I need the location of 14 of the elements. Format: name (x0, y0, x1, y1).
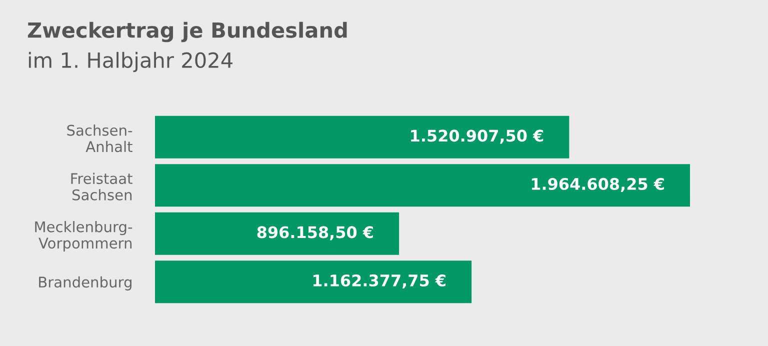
y-tick-label: Brandenburg (39, 276, 132, 290)
chart-subtitle: im 1. Halbjahr 2024 (28, 52, 232, 72)
y-tick-label: Sachsen- Anhalt (67, 124, 132, 152)
data-label: 1.162.377,75 € (313, 274, 446, 289)
data-label: 1.964.608,25 € (532, 178, 664, 192)
bar (155, 260, 472, 304)
data-label: 1.520.907,50 € (411, 130, 544, 144)
bar (155, 164, 690, 207)
y-tick-label: Mecklenburg- Vorpommern (35, 221, 132, 252)
chart-title: Zweckertrag je Bundesland (28, 22, 347, 42)
bar (155, 212, 400, 255)
data-label: 896.158,50 € (257, 226, 373, 240)
bar (155, 116, 570, 158)
y-tick-label: Freistaat Sachsen (71, 172, 132, 200)
